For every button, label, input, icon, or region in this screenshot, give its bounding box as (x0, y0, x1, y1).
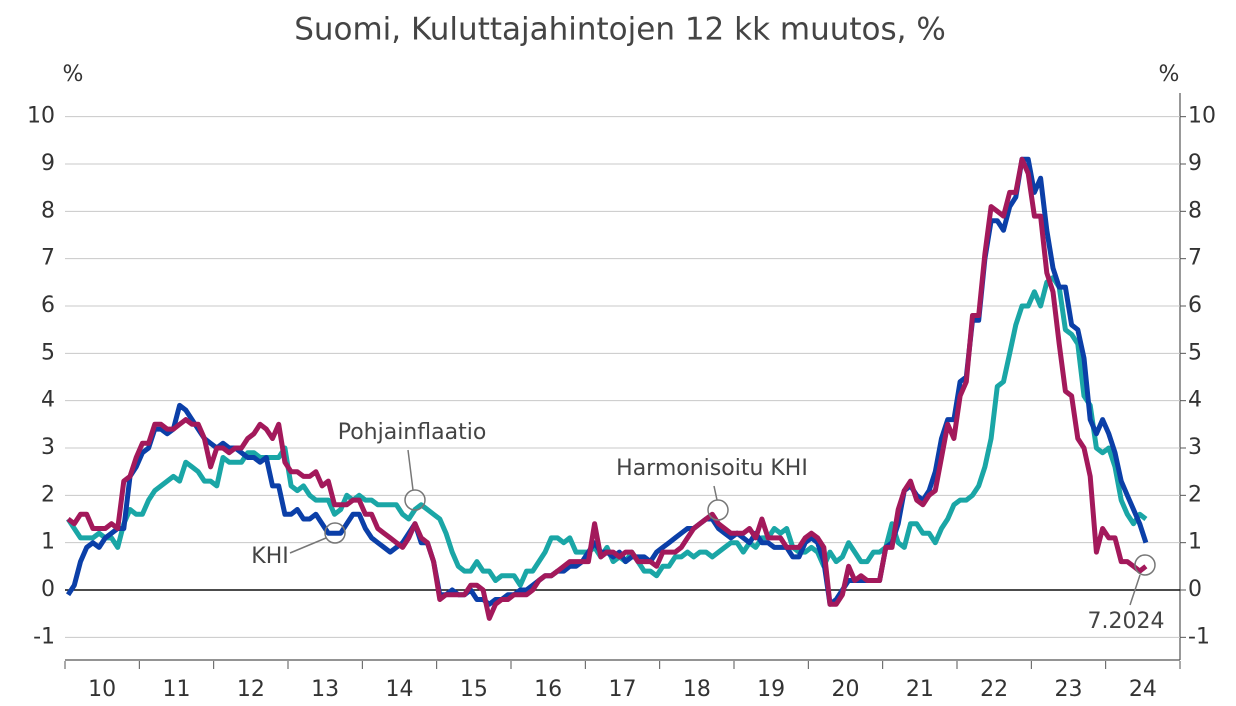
y-tick-label: 9 (41, 151, 55, 176)
x-tick-label: 22 (980, 677, 1008, 702)
y-tick-label: 1 (41, 530, 55, 555)
y-tick-label: 2 (41, 482, 55, 507)
y2-tick-label: 3 (1188, 435, 1202, 460)
x-tick-label: 10 (88, 677, 116, 702)
annotation-marker (1134, 554, 1156, 576)
x-tick-label: 20 (832, 677, 860, 702)
x-tick-label: 17 (609, 677, 637, 702)
label-marker (707, 499, 729, 521)
y2-tick-label: 1 (1188, 530, 1202, 555)
y-tick-label: 7 (41, 246, 55, 271)
y2-tick-label: 10 (1188, 104, 1216, 129)
annotation: 7.2024 (1088, 609, 1165, 634)
label-marker (404, 489, 426, 511)
x-tick-label: 15 (460, 677, 488, 702)
series-label: Harmonisoitu KHI (616, 456, 808, 481)
series-line (66, 156, 1148, 621)
y-tick-label: 6 (41, 293, 55, 318)
x-tick-label: 24 (1129, 677, 1157, 702)
x-tick-label: 16 (534, 677, 562, 702)
x-tick-label: 12 (237, 677, 265, 702)
y-tick-label: 4 (41, 388, 55, 413)
x-tick-label: 21 (906, 677, 934, 702)
x-tick-label: 18 (683, 677, 711, 702)
x-tick-label: 11 (163, 677, 191, 702)
y2-tick-label: 9 (1188, 151, 1202, 176)
chart-title: Suomi, Kuluttajahintojen 12 kk muutos, % (294, 12, 946, 48)
axes (65, 93, 1181, 661)
x-tick-label: 13 (311, 677, 339, 702)
y-axis-label: % (63, 62, 84, 87)
y-tick-label: 5 (41, 340, 55, 365)
y2-tick-label: 7 (1188, 246, 1202, 271)
series-label: Pohjainflaatio (338, 420, 487, 445)
y-tick-label: 8 (41, 198, 55, 223)
y-tick-label: 3 (41, 435, 55, 460)
label-leader (713, 485, 718, 501)
annotation-leader (1129, 574, 1141, 606)
x-tick-label: 23 (1055, 677, 1083, 702)
y2-tick-label: 6 (1188, 293, 1202, 318)
label-marker (324, 522, 346, 544)
series-line (66, 156, 1149, 607)
y2-tick-label: 2 (1188, 482, 1202, 507)
label-leader (407, 449, 414, 491)
y2-tick-label: -1 (1188, 624, 1210, 649)
y2-tick-label: 0 (1188, 577, 1202, 602)
label-leader (289, 537, 327, 554)
x-tick-label: 19 (757, 677, 785, 702)
y-tick-label: -1 (33, 624, 55, 649)
series-line (66, 275, 1148, 588)
y2-tick-label: 5 (1188, 340, 1202, 365)
y2-tick-label: 8 (1188, 198, 1202, 223)
y-tick-label: 0 (41, 577, 55, 602)
y2-tick-label: 4 (1188, 388, 1202, 413)
series-label: KHI (251, 544, 288, 569)
x-tick-label: 14 (386, 677, 414, 702)
y2-axis-label: % (1159, 62, 1180, 87)
y-tick-label: 10 (27, 104, 55, 129)
